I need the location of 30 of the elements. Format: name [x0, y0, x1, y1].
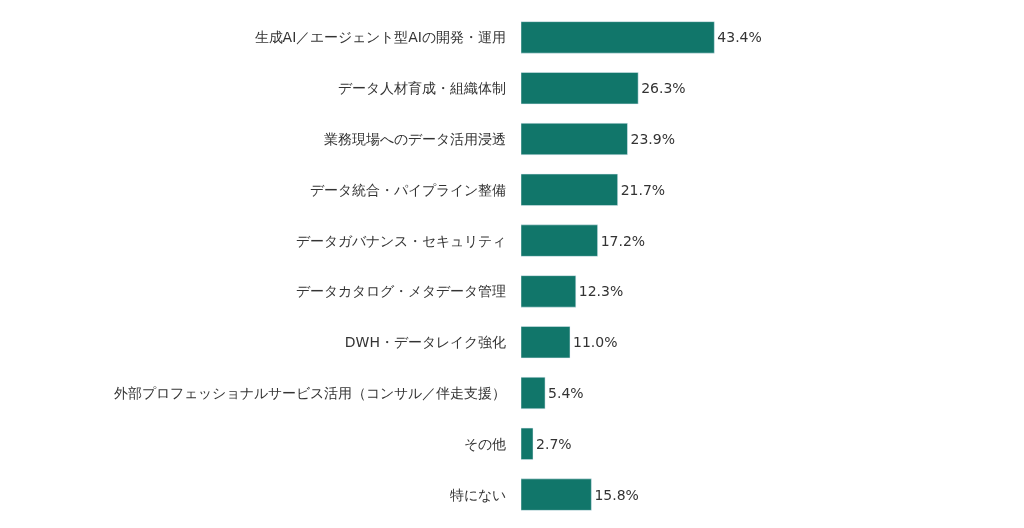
y-tick-label: データガバナンス・セキュリティ — [296, 232, 506, 249]
bar — [521, 275, 577, 308]
data-label: 21.7% — [620, 181, 666, 198]
data-label: 17.2% — [600, 232, 646, 249]
data-label: 43.4% — [717, 29, 762, 46]
data-label: 26.3% — [641, 80, 686, 97]
y-tick-label: DWH・データレイク強化 — [344, 334, 506, 351]
bar — [521, 478, 592, 511]
bar — [521, 173, 618, 206]
data-label: 11.0% — [573, 334, 618, 351]
y-tick-label: 業務現場へのデータ活用浸透 — [324, 130, 506, 147]
bar — [521, 427, 534, 460]
data-label: 23.9% — [630, 131, 675, 147]
y-tick-label: 外部プロフェッショナルサービス活用（コンサル／伴走支援） — [114, 384, 506, 401]
y-tick-label: データ統合・パイプライン整備 — [310, 181, 506, 198]
y-tick-label: 生成AI／エージェント型AIの開発・運用 — [254, 29, 506, 46]
bar — [521, 326, 571, 359]
y-tick-label: データ人材育成・組織体制 — [338, 80, 506, 97]
bar — [521, 377, 546, 409]
data-label: 12.3% — [578, 283, 624, 300]
data-label: 2.7% — [536, 435, 572, 452]
bar — [521, 72, 639, 105]
y-tick-label: 特にない — [450, 486, 506, 503]
bar — [521, 123, 628, 155]
bar — [521, 224, 598, 257]
y-tick-label: その他 — [464, 435, 506, 452]
data-label: 15.8% — [594, 486, 639, 503]
data-label: 5.4% — [548, 385, 584, 401]
bar — [521, 21, 715, 54]
y-tick-label: データカタログ・メタデータ管理 — [296, 283, 506, 300]
